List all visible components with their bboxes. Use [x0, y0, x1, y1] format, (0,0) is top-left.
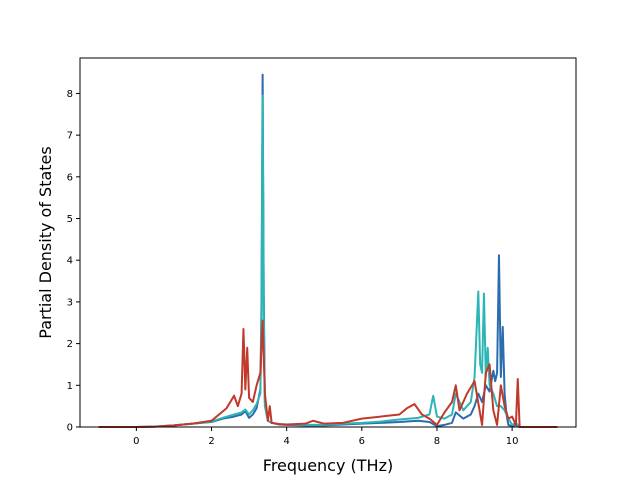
y-tick-label: 8 [67, 89, 73, 100]
series-line-3 [98, 319, 558, 428]
y-tick-label: 4 [67, 256, 73, 267]
series-line-1 [98, 73, 558, 428]
x-tick-label: 4 [283, 436, 289, 447]
series-line-2 [98, 94, 558, 428]
x-tick-label: 10 [506, 436, 519, 447]
y-tick-label: 1 [67, 381, 73, 392]
x-tick-label: 2 [208, 436, 214, 447]
ticks-layer: 0 2 4 6 8 10 0 1 2 3 4 5 6 7 8 [67, 89, 519, 447]
x-tick-label: 8 [434, 436, 440, 447]
y-axis-label: Partial Density of States [36, 146, 55, 338]
x-tick-label: 0 [133, 436, 139, 447]
y-tick-label: 6 [67, 172, 73, 183]
x-tick-label: 6 [359, 436, 365, 447]
y-tick-label: 0 [67, 423, 73, 434]
y-tick-label: 2 [67, 339, 73, 350]
series-layer [98, 73, 558, 428]
plot-frame [79, 57, 577, 428]
y-tick-label: 5 [67, 214, 73, 225]
y-tick-label: 3 [67, 297, 73, 308]
x-axis-label: Frequency (THz) [263, 456, 393, 475]
plot-background [80, 58, 576, 427]
y-tick-label: 7 [67, 131, 73, 142]
